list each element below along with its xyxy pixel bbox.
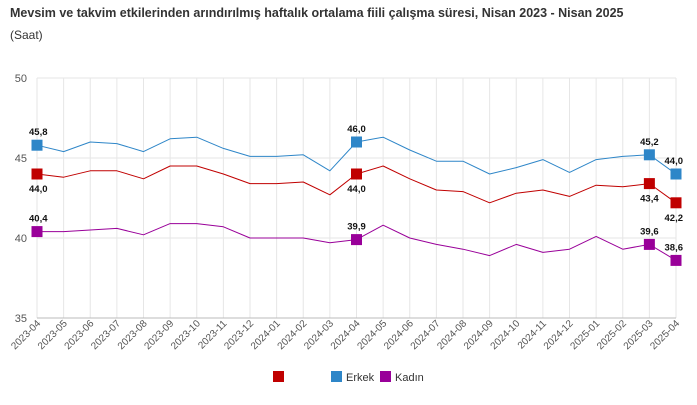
data-label: 46,0: [347, 124, 366, 135]
y-tick-label: 40: [15, 233, 27, 245]
x-tick-label: 2025-04: [648, 318, 682, 352]
y-tick-label: 45: [15, 153, 27, 165]
data-point-marker: [670, 254, 682, 266]
x-tick-label: 2023-10: [169, 318, 203, 352]
legend-label[interactable]: Erkek: [346, 372, 375, 384]
data-label: 45,8: [29, 127, 48, 138]
data-label: 45,2: [640, 137, 659, 148]
legend-label[interactable]: Kadın: [395, 372, 424, 384]
x-tick-label: 2024-10: [489, 318, 523, 352]
chart-title: Mevsim ve takvim etkilerinden arındırılm…: [10, 6, 624, 20]
data-point-marker: [31, 168, 43, 180]
data-label: 44,0: [29, 184, 48, 195]
data-point-marker: [351, 168, 362, 180]
data-point-marker: [670, 197, 682, 209]
legend-marker[interactable]: [380, 371, 391, 382]
data-point-marker: [31, 226, 43, 238]
data-label: 38,6: [665, 242, 684, 253]
legend-marker[interactable]: [331, 371, 342, 382]
data-label: 39,9: [347, 222, 366, 233]
data-point-marker: [351, 136, 362, 148]
chart-subtitle: (Saat): [10, 28, 43, 42]
data-point-marker: [643, 149, 655, 161]
y-tick-label: 35: [15, 313, 27, 325]
data-point-marker: [643, 178, 655, 190]
data-point-marker: [670, 168, 682, 180]
data-label: 42,2: [665, 213, 684, 224]
data-point-marker: [643, 238, 655, 250]
data-label: 43,4: [640, 194, 659, 205]
data-label: 39,6: [640, 226, 659, 237]
data-label: 44,0: [347, 184, 366, 195]
y-tick-label: 50: [15, 73, 27, 85]
data-point-marker: [31, 139, 43, 151]
data-point-marker: [351, 234, 362, 246]
legend-marker[interactable]: [273, 371, 284, 382]
data-label: 44,0: [665, 156, 684, 167]
data-label: 40,4: [29, 214, 48, 225]
